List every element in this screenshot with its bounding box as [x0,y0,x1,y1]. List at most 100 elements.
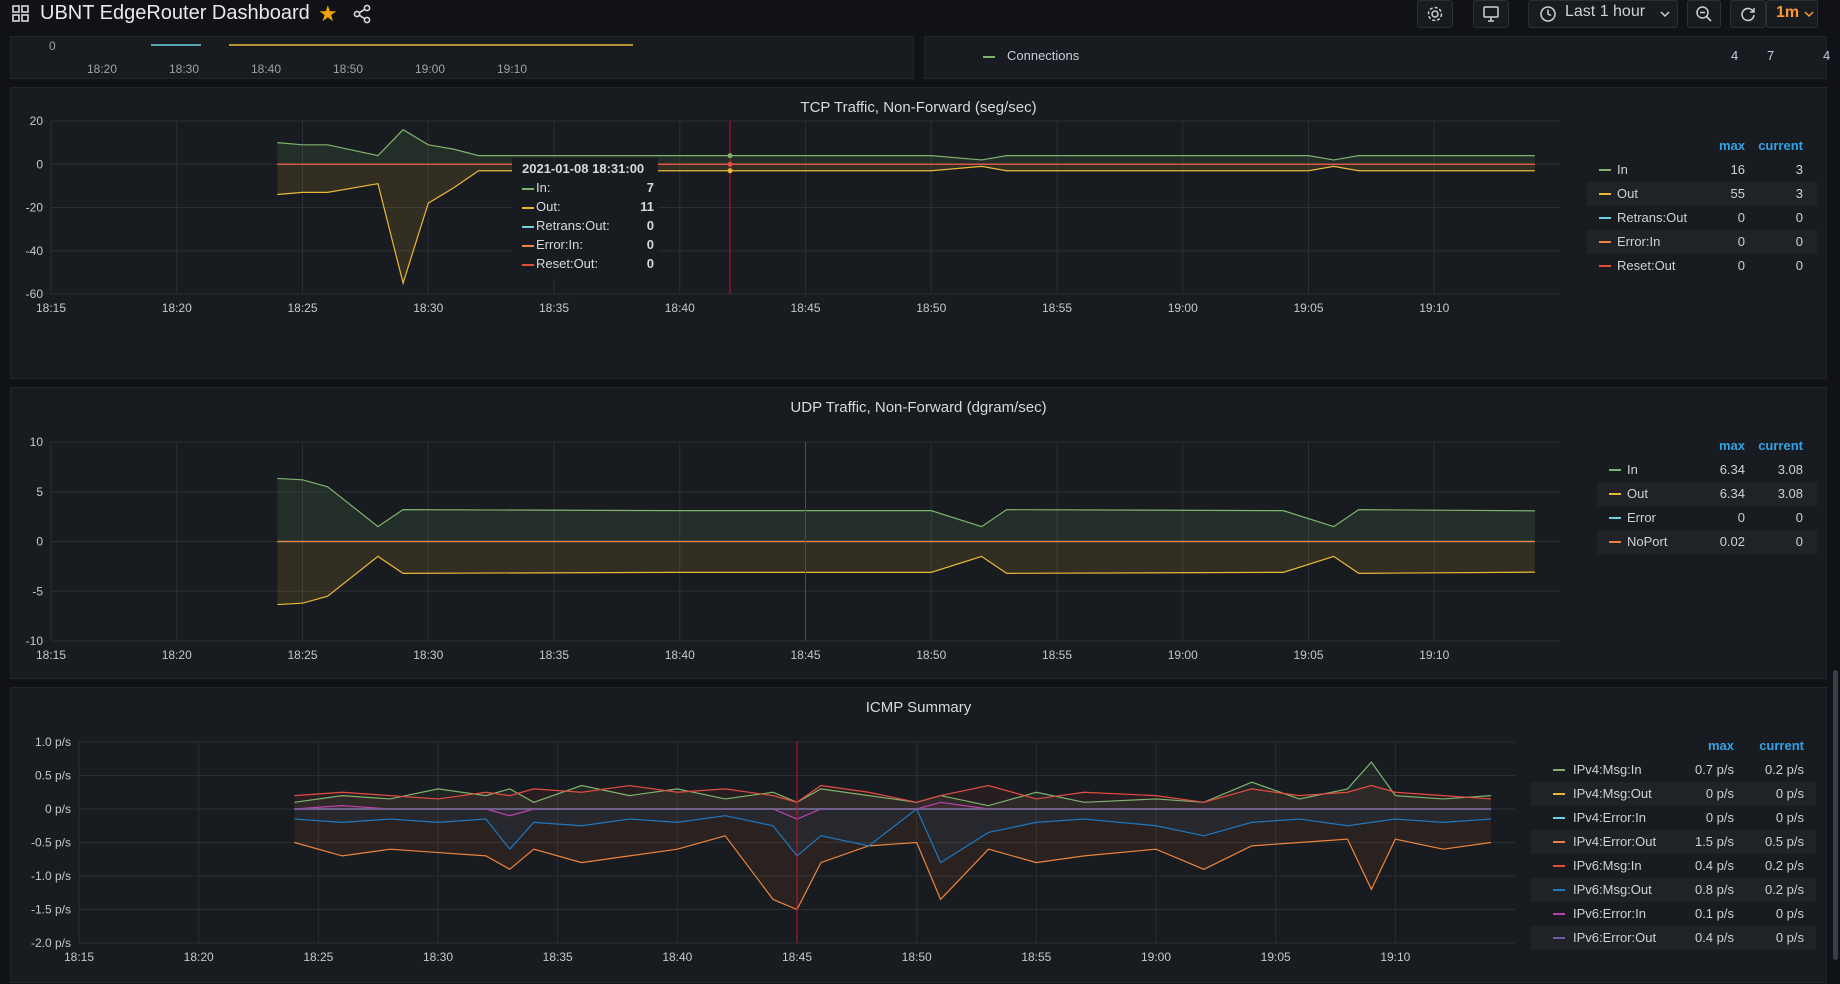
legend-header-max[interactable]: max [1707,738,1734,753]
legend-row[interactable]: IPv6:Msg:Out 0.8 p/s 0.2 p/s [1531,878,1816,902]
legend-swatch [1609,493,1621,495]
x-tick-label: 18:35 [539,301,569,315]
tooltip-swatch [522,226,534,228]
tv-mode-button[interactable] [1473,0,1509,28]
x-tick-label: 18:45 [790,648,820,662]
panel-title[interactable]: ICMP Summary [865,699,972,716]
x-tick-label: 18:30 [169,62,199,76]
legend-max: 0 p/s [1705,810,1734,825]
legend-row[interactable]: IPv6:Error:In 0.1 p/s 0 p/s [1531,902,1816,926]
series-line [277,165,1535,286]
y-tick-label: 0 [49,39,56,53]
legend-header-current[interactable]: current [1759,738,1804,753]
y-tick-label: -1.0 p/s [31,869,71,883]
icmp-chart[interactable]: 1.0 p/s 0.5 p/s 0 p/s -0.5 p/s -1.0 p/s -1.5 … [11,688,1531,984]
legend-swatch [1609,541,1621,543]
tooltip-name: Error:In: [536,237,583,252]
legend-name: Connections [1007,48,1080,63]
top-left-panel: 0 18:20 18:30 18:40 18:50 19:00 19:10 [10,36,914,79]
dashboard-title[interactable]: UBNT EdgeRouter Dashboard [40,2,310,24]
legend-name: IPv6:Error:Out [1573,930,1657,945]
legend-swatch [1599,241,1611,243]
icmp-panel: ICMP Summary 1.0 p/s 0.5 p/s 0 p/s -0.5 p/s… [10,687,1827,983]
y-tick-label: -5 [32,584,43,598]
legend-row[interactable]: Reset:Out 0 0 [1587,254,1817,278]
legend-swatch [1553,865,1565,867]
legend-row[interactable]: IPv6:Error:Out 0.4 p/s 0 p/s [1531,926,1816,950]
legend-max: 0.8 p/s [1694,882,1734,897]
legend-swatch [1599,193,1611,195]
legend-swatch [1553,817,1565,819]
x-tick-label: 18:40 [251,62,281,76]
legend-row[interactable]: IPv4:Msg:In 0.7 p/s 0.2 p/s [1531,758,1816,782]
legend-row[interactable]: NoPort 0.02 0 [1597,530,1817,554]
y-tick-label: -1.5 p/s [31,903,71,917]
apps-grid-icon[interactable] [12,5,30,23]
legend-row[interactable]: IPv4:Msg:Out 0 p/s 0 p/s [1531,782,1816,806]
legend-swatch [1553,913,1565,915]
legend-max: 0.7 p/s [1694,762,1734,777]
legend-name: IPv4:Msg:In [1573,762,1642,777]
tooltip-swatch [522,264,534,266]
legend-swatch [1599,169,1611,171]
settings-button[interactable] [1417,0,1453,28]
x-tick-label: 18:15 [36,648,66,662]
legend-header-current[interactable]: current [1758,138,1803,153]
x-tick-label: 19:05 [1261,950,1291,964]
legend-row[interactable]: Retrans:Out 0 0 [1587,206,1817,230]
tooltip-value: 0 [646,218,654,233]
legend-header-max[interactable]: max [1718,138,1745,153]
scrollbar[interactable] [1833,670,1838,960]
panel-title[interactable]: UDP Traffic, Non-Forward (dgram/sec) [790,399,1047,416]
y-tick-label: -2.0 p/s [31,936,71,950]
legend-max: 0.4 p/s [1694,930,1734,945]
legend-row[interactable]: In 6.34 3.08 [1597,458,1817,482]
time-range-picker[interactable]: Last 1 hour [1528,0,1678,28]
legend-row[interactable]: Error:In 0 0 [1587,230,1817,254]
legend-swatch [1553,937,1565,939]
x-tick-label: 18:20 [87,62,117,76]
legend-row-connections: Connections 4 7 4 [955,48,1830,68]
x-tick-label: 18:20 [162,301,192,315]
x-tick-label: 18:15 [64,950,94,964]
tooltip-value: 11 [640,199,654,214]
legend-header-current[interactable]: current [1758,438,1803,453]
legend-name: Out [1617,186,1638,201]
favorite-star-icon[interactable]: ★ [318,1,338,26]
refresh-button[interactable] [1730,0,1766,28]
legend-header-max[interactable]: max [1718,438,1745,453]
legend-max: 55 [1730,186,1745,201]
refresh-interval-picker[interactable]: 1m [1766,0,1818,28]
share-icon[interactable] [352,4,372,24]
series-line [294,761,1492,807]
x-tick-label: 18:50 [916,301,946,315]
tooltip-name: In: [536,180,551,195]
legend-swatch [983,56,995,58]
tooltip-value: 0 [646,237,654,252]
x-tick-label: 18:30 [413,301,443,315]
zoom-out-button[interactable] [1687,0,1721,28]
panel-title[interactable]: TCP Traffic, Non-Forward (seg/sec) [800,99,1037,116]
legend-row[interactable]: IPv6:Msg:In 0.4 p/s 0.2 p/s [1531,854,1816,878]
legend-row[interactable]: Error 0 0 [1597,506,1817,530]
legend-max: 0 [1737,510,1745,525]
legend-value: 4 [1731,48,1739,63]
legend-row[interactable]: Out 6.34 3.08 [1597,482,1817,506]
monitor-icon [1483,6,1499,22]
x-tick-label: 18:35 [543,950,573,964]
x-tick-label: 19:10 [1419,648,1449,662]
series-line [294,784,1492,803]
legend-row[interactable]: Out 55 3 [1587,182,1817,206]
legend-current: 0.2 p/s [1764,882,1804,897]
legend-row[interactable]: IPv4:Error:In 0 p/s 0 p/s [1531,806,1816,830]
legend-max: 1.5 p/s [1694,834,1734,849]
legend-row[interactable]: IPv4:Error:Out 1.5 p/s 0.5 p/s [1531,830,1816,854]
legend-current: 0 [1795,534,1803,549]
tcp-tooltip: 2021-01-08 18:31:00 In: 7 Out: 11 Retrans:Ou… [512,158,658,278]
hover-point [727,168,733,174]
legend-row[interactable]: In 16 3 [1587,158,1817,182]
legend-current: 3 [1795,186,1803,201]
legend-max: 6.34 [1719,462,1745,477]
